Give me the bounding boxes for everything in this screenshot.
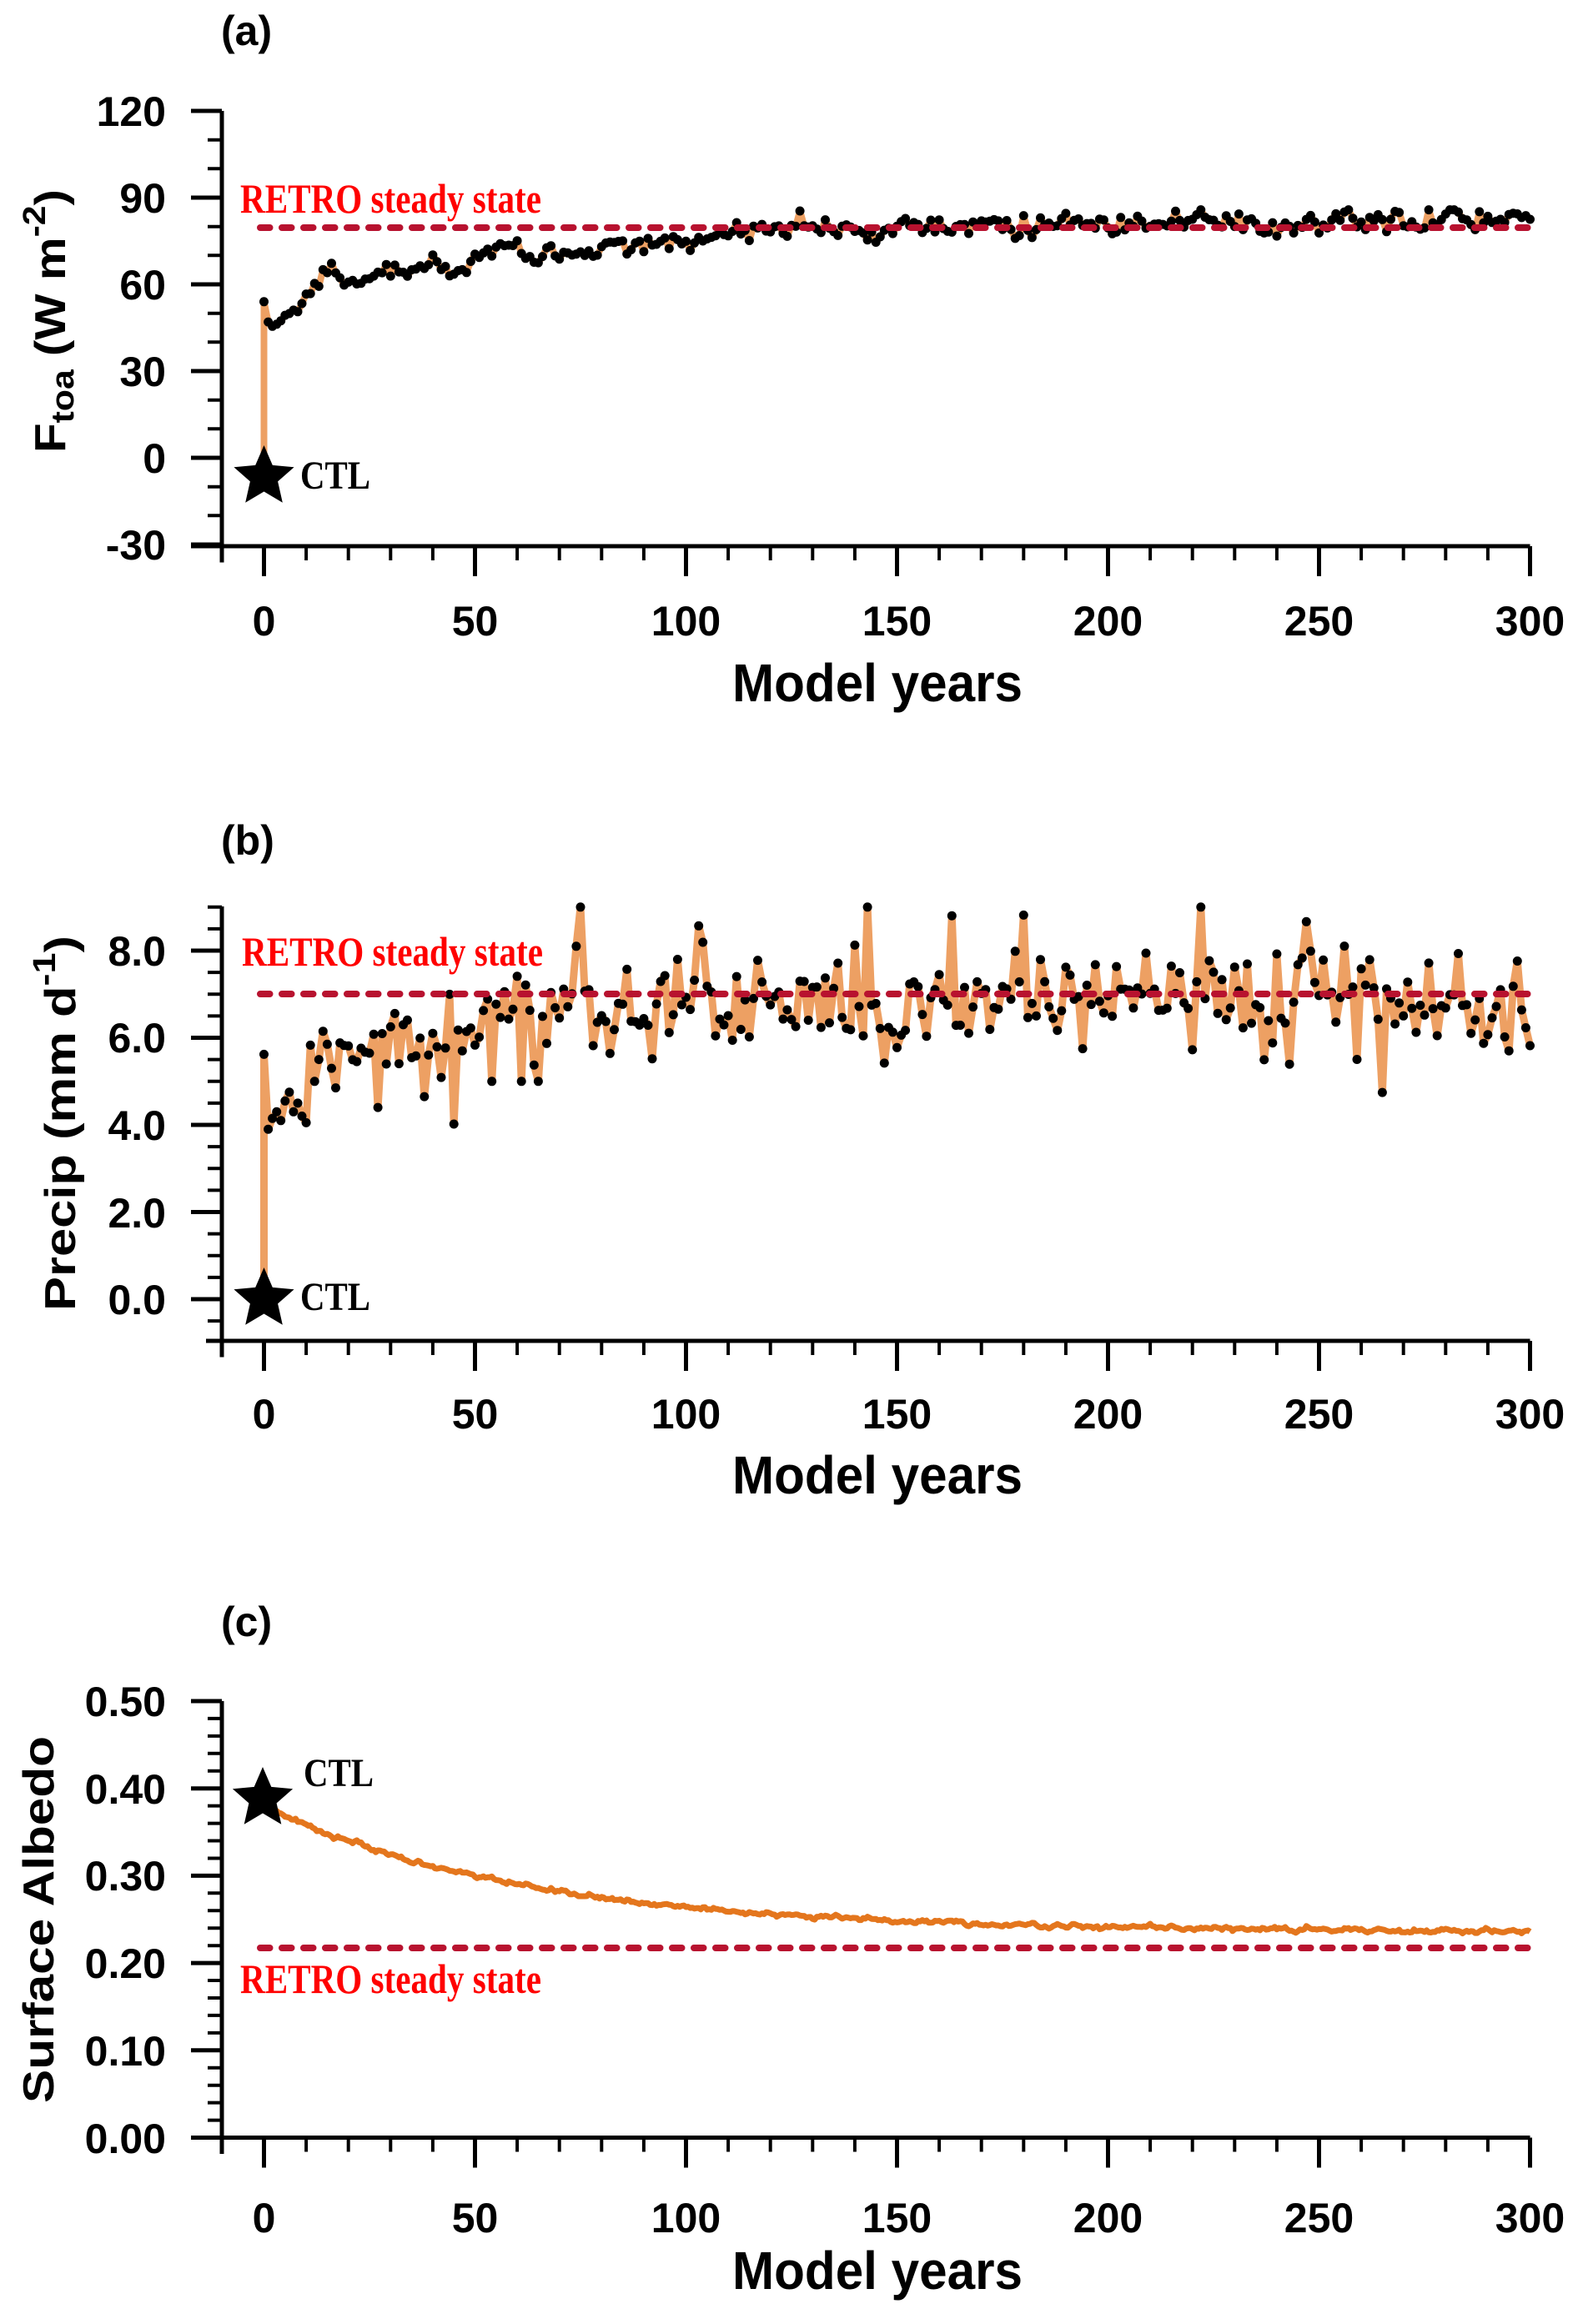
svg-text:250: 250 <box>1284 598 1354 645</box>
svg-text:150: 150 <box>862 598 932 645</box>
svg-text:300: 300 <box>1495 1391 1565 1438</box>
svg-text:100: 100 <box>651 1391 721 1438</box>
svg-text:0.00: 0.00 <box>85 2116 166 2162</box>
svg-text:CTL: CTL <box>300 1275 370 1319</box>
svg-text:100: 100 <box>651 2195 721 2241</box>
svg-text:0: 0 <box>253 2195 276 2241</box>
svg-text:100: 100 <box>651 598 721 645</box>
svg-text:-30: -30 <box>106 522 166 569</box>
svg-text:Precip (mm d-1): Precip (mm d-1) <box>28 936 85 1311</box>
svg-text:0.50: 0.50 <box>85 1679 166 1725</box>
svg-text:60: 60 <box>119 262 166 309</box>
svg-text:0.0: 0.0 <box>108 1277 166 1323</box>
svg-text:200: 200 <box>1073 2195 1143 2241</box>
svg-text:250: 250 <box>1284 1391 1354 1438</box>
svg-text:(b): (b) <box>221 817 274 864</box>
svg-text:2.0: 2.0 <box>108 1190 166 1237</box>
svg-text:0: 0 <box>253 1391 276 1438</box>
svg-text:CTL: CTL <box>304 1751 374 1795</box>
svg-text:150: 150 <box>862 2195 932 2241</box>
svg-text:50: 50 <box>452 1391 499 1438</box>
svg-text:RETRO steady state: RETRO steady state <box>240 1955 541 2002</box>
svg-text:200: 200 <box>1073 598 1143 645</box>
svg-text:0.40: 0.40 <box>85 1766 166 1813</box>
svg-text:CTL: CTL <box>300 454 370 498</box>
svg-text:0.20: 0.20 <box>85 1940 166 1987</box>
svg-text:8.0: 8.0 <box>108 928 166 975</box>
svg-text:Model years: Model years <box>732 1445 1023 1505</box>
svg-text:50: 50 <box>452 2195 499 2241</box>
svg-text:30: 30 <box>119 349 166 395</box>
svg-text:RETRO steady state: RETRO steady state <box>240 175 541 222</box>
svg-text:90: 90 <box>119 175 166 222</box>
svg-text:4.0: 4.0 <box>108 1102 166 1149</box>
svg-text:6.0: 6.0 <box>108 1015 166 1062</box>
svg-text:Model years: Model years <box>732 2241 1023 2301</box>
svg-text:(c): (c) <box>221 1599 272 1645</box>
svg-text:200: 200 <box>1073 1391 1143 1438</box>
svg-text:300: 300 <box>1495 598 1565 645</box>
svg-text:Model years: Model years <box>732 653 1023 713</box>
svg-text:250: 250 <box>1284 2195 1354 2241</box>
svg-text:120: 120 <box>97 88 166 135</box>
svg-text:0.30: 0.30 <box>85 1853 166 1900</box>
svg-text:(a): (a) <box>221 8 272 54</box>
svg-text:0: 0 <box>253 598 276 645</box>
svg-text:Surface Albedo: Surface Albedo <box>15 1736 63 2103</box>
svg-text:0.10: 0.10 <box>85 2028 166 2075</box>
svg-text:0: 0 <box>143 435 166 482</box>
svg-text:RETRO steady state: RETRO steady state <box>242 928 543 975</box>
svg-text:300: 300 <box>1495 2195 1565 2241</box>
svg-text:150: 150 <box>862 1391 932 1438</box>
svg-text:50: 50 <box>452 598 499 645</box>
